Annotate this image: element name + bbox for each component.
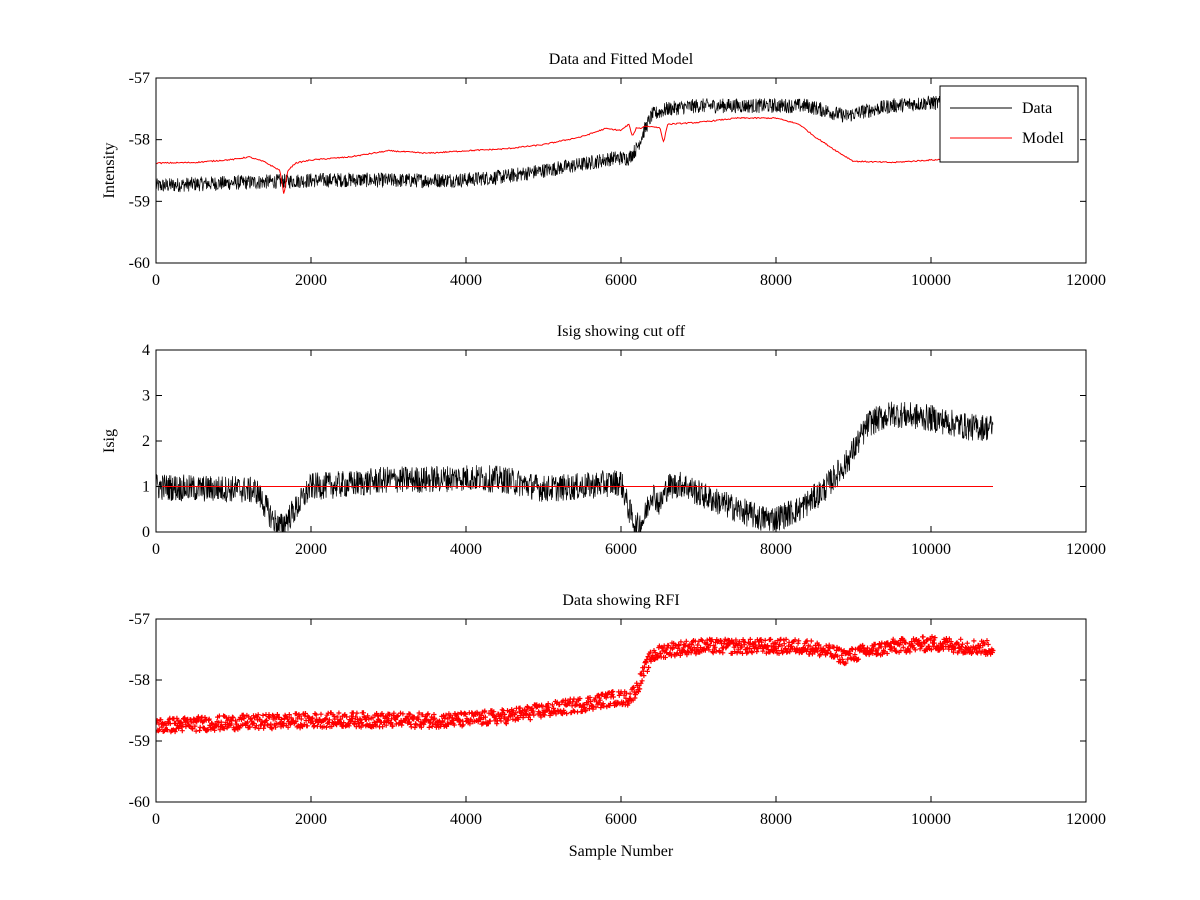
x-tick-label: 2000 <box>295 811 327 828</box>
y-tick-label: -59 <box>129 193 150 210</box>
x-tick-label: 6000 <box>605 811 637 828</box>
series-1-markers <box>156 634 996 735</box>
y-tick-label: 4 <box>142 342 150 359</box>
y-tick-label: 0 <box>142 524 150 541</box>
x-tick-label: 6000 <box>605 541 637 558</box>
chart-2: 0 2000 4000 6000 8000 10000 12000 0 1 2 3 4 Isig sho… <box>101 323 1106 558</box>
y-tick-label: -58 <box>129 672 150 689</box>
x-tick-label: 0 <box>152 541 160 558</box>
y-axis-label: Isig <box>101 429 118 453</box>
y-tick-label: 3 <box>142 388 150 405</box>
x-tick-label: 8000 <box>760 272 792 289</box>
x-tick-label: 2000 <box>295 272 327 289</box>
legend-box <box>939 85 1079 163</box>
x-axis-label: Sample Number <box>569 843 674 860</box>
data-points <box>156 634 996 735</box>
series-data-line <box>156 95 994 193</box>
x-tick-label: 12000 <box>1066 541 1106 558</box>
plot-area <box>156 95 994 194</box>
chart-3: 0 2000 4000 6000 8000 10000 12000 -60 -59 -58 -57 D… <box>129 592 1106 860</box>
series-model-line <box>156 116 994 194</box>
chart-title: Data showing RFI <box>562 592 679 609</box>
legend: Data Model <box>939 85 1079 163</box>
chart-1: 0 2000 4000 6000 8000 10000 12000 -60 -59 -58 -57 D… <box>101 51 1106 289</box>
x-tick-label: 6000 <box>605 272 637 289</box>
y-tick-label: -57 <box>129 611 150 628</box>
x-tick-label: 8000 <box>760 811 792 828</box>
plot-area <box>156 401 994 532</box>
legend-label: Data <box>1022 100 1052 117</box>
legend-label: Model <box>1022 130 1064 147</box>
x-tick-label: 10000 <box>911 541 951 558</box>
plot-area <box>156 634 996 735</box>
x-tick-label: 8000 <box>760 541 792 558</box>
x-tick-label: 10000 <box>911 811 951 828</box>
x-tick-label: 4000 <box>450 541 482 558</box>
x-tick-label: 0 <box>152 272 160 289</box>
x-tick-label: 10000 <box>911 272 951 289</box>
x-tick-label: 12000 <box>1066 811 1106 828</box>
x-tick-label: 0 <box>152 811 160 828</box>
series-1-line <box>156 401 994 532</box>
y-tick-label: -59 <box>129 733 150 750</box>
y-tick-label: -57 <box>129 70 150 87</box>
y-tick-label: 1 <box>142 479 150 496</box>
chart-title: Data and Fitted Model <box>549 51 694 68</box>
y-tick-label: 2 <box>142 433 150 450</box>
y-tick-label: -58 <box>129 132 150 149</box>
y-tick-label: -60 <box>129 255 150 272</box>
y-tick-label: -60 <box>129 794 150 811</box>
x-tick-label: 2000 <box>295 541 327 558</box>
chart-title: Isig showing cut off <box>557 323 686 340</box>
y-axis-label: Intensity <box>101 143 118 199</box>
x-tick-label: 4000 <box>450 811 482 828</box>
x-tick-label: 4000 <box>450 272 482 289</box>
x-tick-label: 12000 <box>1066 272 1106 289</box>
